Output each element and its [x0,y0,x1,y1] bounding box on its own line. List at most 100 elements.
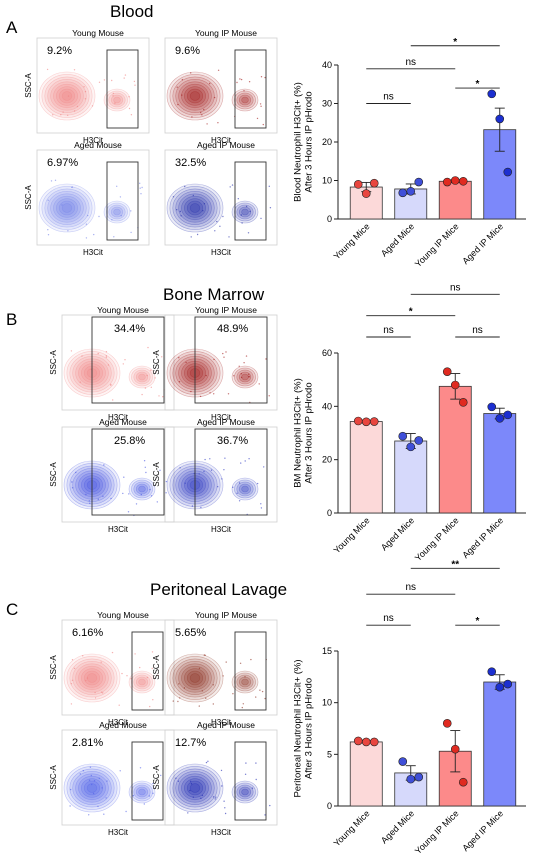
gate-percentage: 2.81% [72,737,103,749]
event-dot [103,464,105,466]
significance-label: ns [383,92,394,103]
gate-box [234,631,267,711]
event-dot [259,689,261,691]
flow-plot: Aged Mouse 2.81% H3Cit SSC-A [49,720,175,837]
event-dot [249,210,251,213]
event-dot [124,74,127,76]
density-contour [53,195,81,221]
event-dot [155,371,157,373]
y-tick-label: 0 [327,214,332,224]
y-axis-label: BM Neutrophil H3Cit+ (%) [293,378,304,488]
event-dot [179,467,181,469]
event-dot [183,687,186,689]
density-contour [234,202,256,222]
density-contour [128,670,156,694]
event-dot [165,480,168,483]
significance-label: ns [472,325,483,336]
density-contour [181,83,209,109]
density-contour [181,775,209,801]
event-dot [207,760,209,762]
density-contour [169,186,221,230]
bar [349,421,383,514]
event-dot [150,386,152,388]
event-dot [111,79,113,82]
event-dot [76,105,79,108]
event-dot [245,762,247,764]
density-contour [186,780,204,796]
event-dot [90,774,93,777]
density-contour [184,198,206,218]
flow-plot: Aged IP Mouse 36.7% H3Cit SSC-A [152,417,278,534]
event-dot [240,78,243,81]
event-dot [157,674,159,677]
event-dot [146,374,148,377]
y-tick-label: 5 [327,749,332,759]
event-dot [185,361,187,364]
flow-plot-frame [36,149,150,246]
event-dot [79,773,82,775]
category-label: Young Mice [332,515,372,555]
event-dot [154,377,156,379]
flow-plot-title: Aged Mouse [99,720,147,730]
panel-title: Blood [110,2,153,21]
density-contour [131,479,153,499]
event-dot [220,769,223,772]
event-dot [212,703,214,705]
gate-box [91,316,165,404]
density-contour [178,193,212,223]
gate-percentage: 36.7% [217,435,248,447]
event-dot [177,103,179,106]
y-tick-label: 10 [322,698,332,708]
event-dot [91,105,94,107]
density-contour [234,90,256,110]
density-contour [184,668,206,688]
event-dot [175,777,177,779]
event-dot [105,797,107,799]
data-point [361,737,371,747]
category-label: Young Mice [332,221,372,261]
density-contour [72,661,112,695]
event-dot [71,679,74,681]
event-dot [73,667,76,670]
event-dot [179,210,181,213]
density-contour [61,203,73,213]
event-dot [268,395,270,397]
flow-plot-title: Young Mouse [72,28,124,38]
event-dot [248,458,250,460]
density-contour [133,784,151,800]
event-dot [178,683,180,685]
density-contour [66,656,118,700]
density-contour [69,658,115,698]
density-contour [69,768,115,808]
density-contour [110,206,124,218]
event-dot [47,229,49,231]
density-contour [238,206,252,218]
event-dot [52,114,54,116]
y-axis-label: After 3 Hours IP pHrodo [304,382,315,483]
density-contour [238,371,252,383]
data-point [414,772,424,782]
flow-plot: Aged IP Mouse 12.7% H3Cit SSC-A [152,720,278,837]
event-dot [248,373,250,375]
density-contour [175,771,215,805]
panel-letter: C [6,600,18,619]
density-contour [38,71,96,121]
panel-letter: A [6,18,18,37]
event-dot [255,696,257,698]
event-dot [122,492,124,495]
flow-x-label: H3Cit [211,525,232,534]
event-dot [139,182,141,184]
event-dot [132,794,135,797]
event-dot [156,501,158,503]
event-dot [107,364,110,366]
event-dot [152,782,154,785]
event-dot [159,469,161,471]
density-contour [128,365,156,389]
event-dot [209,82,211,85]
density-contour [178,663,212,693]
event-dot [177,780,180,782]
flow-plot: Young IP Mouse 48.9% H3Cit SSC-A [152,305,278,422]
event-dot [244,676,246,678]
density-contour [108,92,126,108]
